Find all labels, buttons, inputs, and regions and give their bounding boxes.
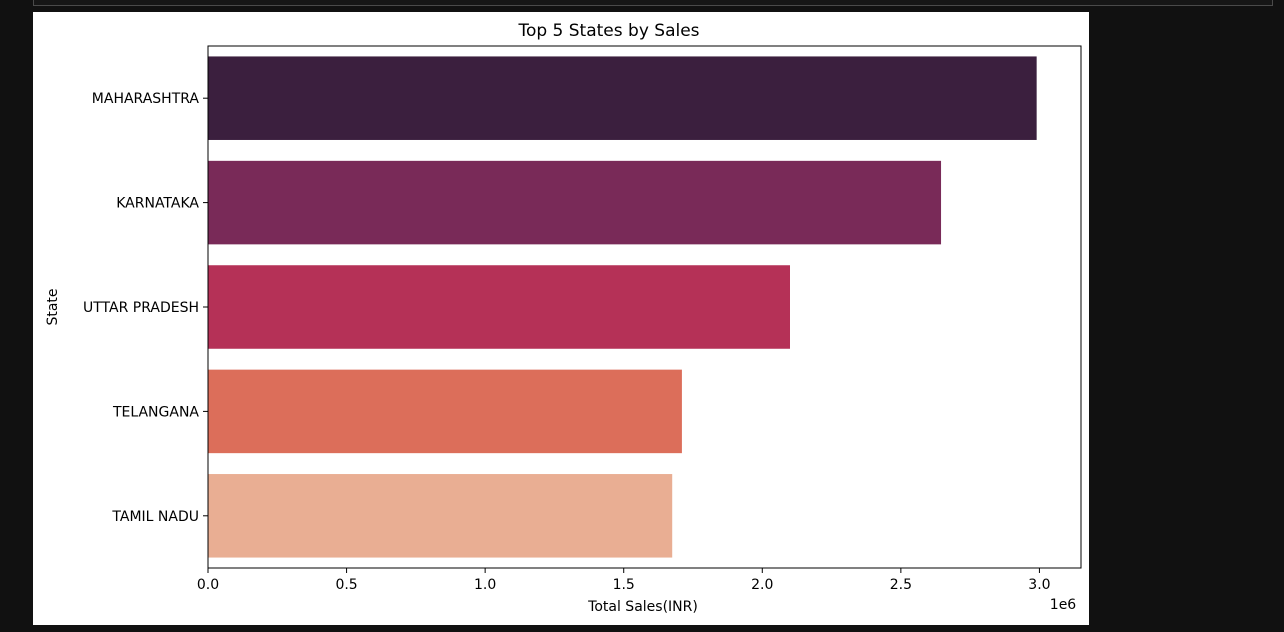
chart-figure: Top 5 States by Sales MAHARASHTRA KARNATA… <box>33 12 1089 625</box>
bar-maharashtra <box>208 56 1037 140</box>
x-tick-label: 1.0 <box>474 577 496 593</box>
bar-uttar-pradesh <box>208 265 790 349</box>
y-tick-label: KARNATAKA <box>116 196 199 212</box>
plot-frame <box>207 45 1082 569</box>
bar-tamil-nadu <box>208 474 673 558</box>
x-tick-label: 3.0 <box>1028 577 1050 593</box>
y-tick-label: MAHARASHTRA <box>92 91 200 107</box>
bar-chart: Top 5 States by Sales MAHARASHTRA KARNATA… <box>45 21 1082 615</box>
y-axis-label: State <box>45 288 61 325</box>
x-tick-label: 2.5 <box>890 577 912 593</box>
y-tick-label: UTTAR PRADESH <box>83 300 199 316</box>
previous-output-cell-border <box>33 0 1273 6</box>
x-tick-labels: 0.0 0.5 1.0 1.5 2.0 2.5 3.0 <box>197 568 1051 593</box>
chart-title: Top 5 States by Sales <box>517 21 699 41</box>
y-tick-label: TELANGANA <box>112 404 199 420</box>
x-tick-label: 2.0 <box>751 577 773 593</box>
bar-karnataka <box>208 160 942 245</box>
y-tick-label: TAMIL NADU <box>111 509 199 525</box>
bar-telangana <box>208 369 682 454</box>
bars-group <box>208 56 1037 558</box>
x-tick-label: 0.5 <box>335 577 357 593</box>
x-axis-offset-label: 1e6 <box>1050 597 1077 613</box>
x-tick-label: 0.0 <box>197 577 219 593</box>
y-tick-labels: MAHARASHTRA KARNATAKA UTTAR PRADESH TELANGA… <box>83 91 208 525</box>
x-tick-label: 1.5 <box>613 577 635 593</box>
x-axis-label: Total Sales(INR) <box>587 599 698 615</box>
